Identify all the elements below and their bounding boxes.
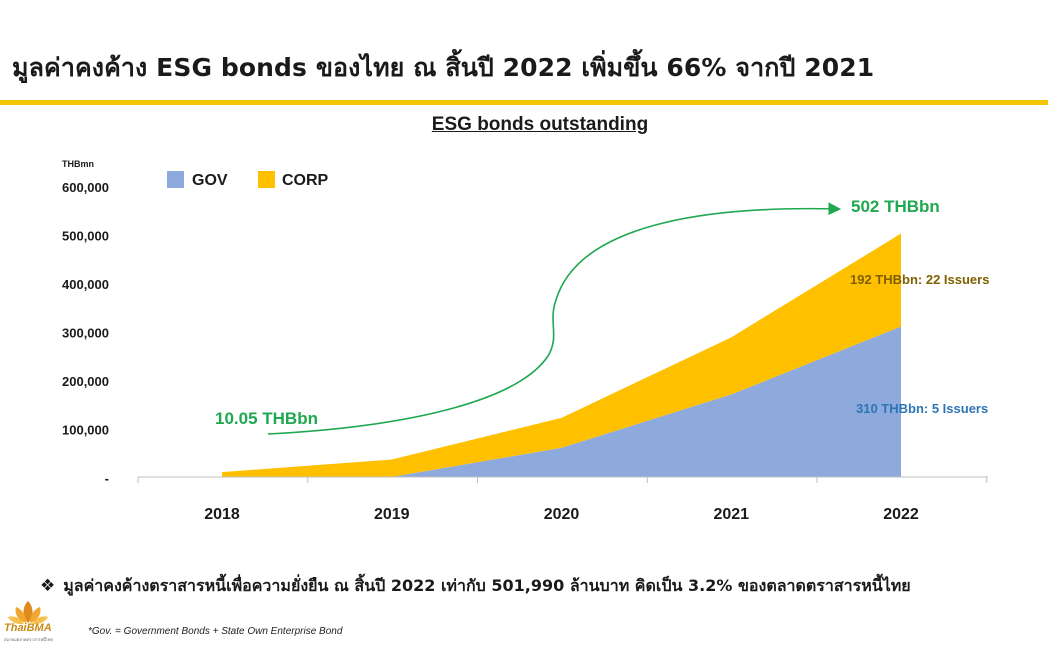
summary-note: ❖ มูลค่าคงค้างตราสารหนี้เพื่อความยั่งยืน … [40, 574, 911, 599]
summary-note-text: มูลค่าคงค้างตราสารหนี้เพื่อความยั่งยืน ณ… [63, 576, 911, 595]
x-tick-label: 2022 [883, 506, 919, 523]
annotation-start-total: 10.05 THBbn [215, 409, 318, 428]
x-tick-label: 2020 [544, 506, 580, 523]
x-tick-label: 2018 [204, 506, 240, 523]
y-unit-label: THBmn [62, 159, 94, 169]
slide-title: มูลค่าคงค้าง ESG bonds ของไทย ณ สิ้นปี 2… [12, 53, 875, 82]
legend-swatch-corp [258, 171, 275, 188]
y-tick-label: 100,000 [62, 423, 109, 438]
y-tick-label: 500,000 [62, 229, 109, 244]
annotation-end-total: 502 THBbn [851, 197, 940, 216]
legend-label-corp: CORP [282, 172, 329, 189]
x-tick-label: 2019 [374, 506, 410, 523]
y-tick-label: 200,000 [62, 374, 109, 389]
growth-arrow [267, 202, 842, 435]
y-tick-label: 400,000 [62, 277, 109, 292]
legend-swatch-gov [167, 171, 184, 188]
series-area-gov [222, 326, 901, 477]
series-area-corp [222, 233, 901, 477]
y-tick-label: 600,000 [62, 180, 109, 195]
y-tick-label: - [105, 471, 109, 486]
annotation-corp-2022: 192 THBbn: 22 Issuers [850, 272, 989, 287]
diamond-bullet-icon: ❖ [40, 576, 56, 596]
y-tick-label: 300,000 [62, 326, 109, 341]
logo-text: ThaiBMA [4, 622, 52, 634]
title-rule [0, 100, 1048, 105]
chart-title: ESG bonds outstanding [431, 114, 649, 135]
thaibma-lotus-logo-icon [8, 601, 48, 625]
footnote: *Gov. = Government Bonds + State Own Ent… [88, 626, 343, 637]
legend-label-gov: GOV [192, 172, 228, 189]
annotation-gov-2022: 310 THBbn: 5 Issuers [856, 401, 988, 416]
logo-subtext: สมาคมตลาดตราสารหนี้ไทย [4, 637, 53, 642]
x-tick-label: 2021 [713, 506, 749, 523]
